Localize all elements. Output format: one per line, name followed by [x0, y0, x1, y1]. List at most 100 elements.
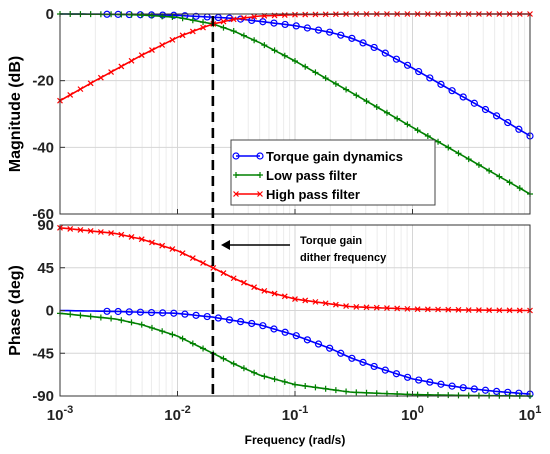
data-point-plus [67, 311, 74, 318]
y-tick-label: -90 [32, 388, 54, 405]
data-point-x [257, 191, 263, 197]
data-point-x [138, 236, 145, 243]
data-point-circle [136, 308, 144, 316]
data-point-plus [292, 58, 298, 64]
data-point-x [138, 52, 145, 59]
data-point-x [445, 306, 452, 313]
data-point-circle [236, 318, 245, 326]
data-point-plus [179, 335, 186, 342]
data-point-plus [404, 121, 411, 128]
data-point-x [496, 307, 503, 314]
annotation-arrowhead [221, 240, 230, 250]
data-point-plus [281, 378, 288, 385]
data-point-plus [240, 32, 247, 39]
data-point-circle [348, 34, 356, 42]
data-point-x [465, 307, 472, 313]
data-point-plus [343, 388, 350, 395]
data-point-circle [381, 366, 389, 374]
data-point-x [108, 69, 115, 75]
data-point-circle [214, 314, 222, 322]
data-point-circle [303, 336, 311, 344]
legend-label: High pass filter [266, 187, 360, 202]
y-axis-label: Phase (deg) [7, 265, 24, 356]
data-point-circle [392, 370, 401, 378]
x-tick-label: 10-1 [282, 404, 308, 424]
y-tick-label: -60 [32, 206, 54, 223]
legend-box [230, 139, 436, 206]
data-point-circle [403, 373, 412, 381]
data-point-circle [426, 74, 434, 82]
data-point-circle [392, 55, 401, 63]
data-point-plus [343, 86, 350, 93]
data-point-circle [370, 362, 378, 371]
data-point-circle [125, 308, 133, 316]
data-point-circle [470, 99, 478, 107]
data-point-circle [481, 386, 490, 394]
data-point-plus [475, 161, 482, 168]
data-point-circle [303, 24, 311, 32]
data-point-plus [87, 313, 94, 320]
data-point-plus [332, 80, 339, 87]
data-point-plus [261, 373, 268, 380]
data-point-plus [435, 392, 442, 399]
data-point-plus [128, 11, 135, 18]
data-point-plus [322, 385, 329, 392]
data-point-circle [448, 382, 456, 390]
data-point-plus [169, 13, 176, 20]
data-point-plus [240, 365, 247, 372]
data-point-x [486, 307, 493, 314]
data-point-x [435, 306, 441, 313]
data-point-x [97, 74, 104, 81]
series-low-pass-filter [57, 11, 533, 197]
data-point-x [200, 260, 206, 266]
data-point-circle [326, 344, 334, 352]
data-point-x [118, 63, 125, 70]
data-point-x [353, 303, 360, 310]
data-point-x [128, 234, 135, 240]
data-point-circle [403, 61, 412, 69]
data-point-x [200, 24, 206, 31]
data-point-circle [292, 22, 300, 30]
data-point-plus [394, 115, 401, 122]
data-point-plus [363, 389, 370, 396]
data-point-plus [271, 376, 278, 383]
data-point-plus [373, 103, 380, 110]
data-point-x [404, 305, 411, 312]
data-point-plus [261, 42, 268, 49]
data-point-x [506, 307, 513, 314]
y-tick-label: 45 [37, 260, 54, 277]
data-point-plus [200, 19, 207, 26]
data-point-circle [103, 307, 111, 315]
data-point-plus [516, 185, 523, 192]
data-point-circle [170, 11, 178, 19]
data-point-plus [322, 75, 329, 82]
data-point-circle [192, 12, 200, 20]
data-point-x [332, 301, 339, 308]
data-point-plus [373, 390, 380, 397]
data-point-plus [332, 387, 339, 394]
data-point-plus [506, 179, 513, 186]
data-point-circle [448, 87, 456, 95]
data-point-circle [481, 105, 490, 114]
data-point-x [363, 304, 370, 311]
data-point-circle [259, 322, 267, 330]
data-point-plus [230, 360, 237, 367]
data-point-circle [225, 316, 234, 324]
data-point-x [210, 265, 217, 271]
data-point-plus [179, 15, 186, 22]
data-point-plus [128, 319, 135, 326]
data-point-x [271, 290, 278, 297]
data-point-plus [312, 69, 319, 76]
data-point-plus [169, 331, 176, 338]
data-point-x [179, 250, 186, 257]
data-point-plus [118, 317, 125, 324]
data-point-circle [515, 125, 523, 133]
data-point-plus [220, 355, 227, 362]
y-tick-label: -40 [32, 139, 54, 156]
data-point-circle [326, 28, 334, 36]
y-tick-label: 90 [37, 217, 54, 234]
data-point-circle [259, 18, 267, 26]
data-point-x [292, 11, 298, 18]
data-point-x [169, 246, 176, 252]
